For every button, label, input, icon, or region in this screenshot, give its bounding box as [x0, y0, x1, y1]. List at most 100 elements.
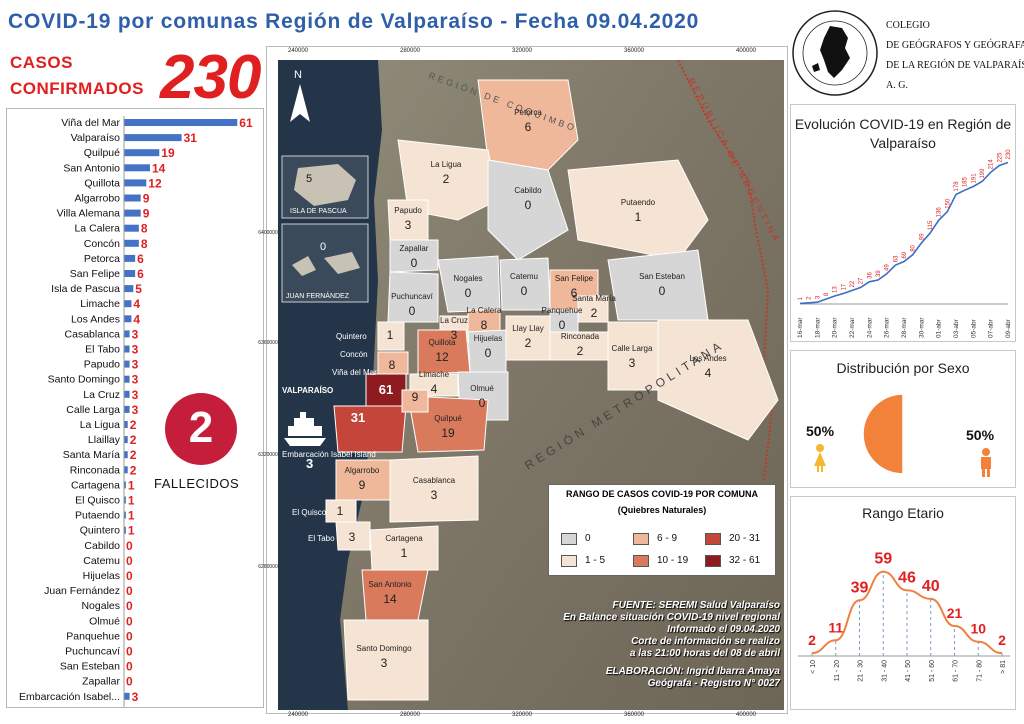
bar-category-label: Algarrobo	[74, 193, 120, 205]
organization-seal	[792, 10, 878, 96]
source-line3: Informado el 09.04.2020	[667, 624, 780, 635]
evo-data-label: 225	[997, 152, 1003, 163]
inset-fernandez-name: JUAN FERNÁNDEZ	[286, 291, 350, 300]
bar-value-label: 31	[184, 131, 198, 145]
age-x-tick-label: 51 - 60	[929, 660, 936, 682]
bar-category-label: Olmué	[89, 615, 120, 627]
evo-data-label: 150	[945, 198, 951, 209]
legend-class-label: 6 - 9	[657, 533, 678, 544]
evo-x-tick-label: 09-abr	[1005, 318, 1012, 338]
legend-swatch	[633, 555, 649, 567]
confirmed-label-line2: CONFIRMADOS	[10, 79, 144, 98]
bar-category-label: La Ligua	[80, 419, 120, 431]
deaths-label: FALLECIDOS	[154, 476, 240, 491]
evo-data-label: 2	[807, 296, 813, 300]
evo-x-tick-label: 01-abr	[936, 318, 943, 338]
inset-juan-fernandez: 0 JUAN FERNÁNDEZ	[281, 223, 369, 303]
bar-category-label: Panquehue	[66, 630, 120, 642]
bar-category-label: San Antonio	[63, 162, 120, 174]
evolution-title: Evolución COVID-19 en Región de Valparaí…	[794, 116, 1012, 151]
bar	[124, 239, 139, 247]
comuna-quillota	[417, 329, 471, 375]
legend-title: RANGO DE CASOS COVID-19 POR COMUNA	[565, 489, 759, 499]
bar-category-label: Concón	[84, 238, 120, 250]
age-data-label: 11	[828, 619, 843, 635]
comuna-petorca	[477, 79, 579, 171]
bar-value-label: 6	[137, 267, 144, 281]
evo-data-label: 199	[980, 168, 986, 179]
comuna-cabildo	[487, 159, 569, 261]
bar-category-label: La Cruz	[83, 389, 120, 401]
evo-data-label: 214	[989, 159, 995, 170]
legend-class-label: 0	[585, 533, 591, 544]
bar-category-label: Casablanca	[65, 328, 121, 340]
bar-category-label: El Tabo	[85, 344, 120, 356]
comuna-villa-alemana	[401, 389, 429, 413]
bar	[124, 345, 130, 353]
bar-category-label: Santo Domingo	[48, 374, 121, 386]
bar-category-label: Putaendo	[75, 510, 120, 522]
bar-category-label: Hijuelas	[83, 570, 120, 582]
evo-x-tick-label: 07-abr	[988, 318, 995, 338]
evo-x-tick-label: 28-mar	[901, 317, 908, 338]
evo-data-label: 69	[902, 251, 908, 258]
comuna-putaendo	[567, 159, 709, 261]
bar-value-label: 0	[126, 539, 133, 553]
evo-data-label: 1	[798, 296, 804, 300]
svg-text:N: N	[294, 69, 302, 81]
bar-value-label: 14	[152, 161, 166, 175]
source-line5: a las 21:00 horas del 08 de abril	[629, 648, 780, 659]
evo-data-label: 178	[954, 181, 960, 192]
evo-data-label: 13	[833, 286, 839, 293]
inset-fernandez-value: 0	[320, 241, 326, 253]
bar	[124, 270, 136, 277]
bar-value-label: 0	[126, 629, 133, 643]
source-line7: Geógrafa - Registro N° 0027	[647, 678, 780, 689]
bar	[124, 436, 128, 444]
comuna-llay-llay	[505, 315, 551, 361]
evo-x-tick-label: 16-mar	[797, 317, 804, 338]
bar	[124, 254, 136, 262]
age-data-label: 46	[898, 569, 916, 586]
bar	[124, 526, 126, 534]
age-x-tick-label: 71 - 80	[976, 660, 983, 682]
map-frame	[266, 46, 788, 714]
legend-class-label: 10 - 19	[657, 555, 689, 566]
bar-value-label: 0	[126, 660, 133, 674]
comuna-rinconada	[549, 331, 609, 361]
organization-line1: COLEGIO	[886, 20, 930, 31]
legend-class-label: 20 - 31	[729, 533, 761, 544]
comuna-quintero	[377, 321, 405, 351]
legend-swatch	[705, 555, 721, 567]
evo-x-tick-label: 05-abr	[970, 318, 977, 338]
comuna-nogales	[437, 255, 501, 313]
bar	[124, 405, 130, 413]
evolution-panel: Evolución COVID-19 en Región de Valparaí…	[790, 104, 1016, 342]
bar-value-label: 4	[133, 312, 140, 326]
bar-value-label: 2	[130, 463, 137, 477]
bar-value-label: 3	[132, 327, 139, 341]
evo-data-label: 99	[919, 233, 925, 240]
bar-category-label: Cartagena	[71, 479, 120, 491]
ship-icon	[284, 412, 326, 446]
bar-value-label: 4	[133, 297, 140, 311]
organization-line4: A. G.	[886, 80, 908, 91]
bar	[124, 194, 141, 202]
bar-value-label: 9	[143, 207, 150, 221]
bar-category-label: Papudo	[84, 359, 120, 371]
comuna-casablanca	[389, 455, 479, 523]
age-title: Rango Etario	[862, 505, 944, 521]
comuna-panquehue	[549, 309, 579, 333]
comuna-santo-domingo	[343, 619, 429, 701]
confirmed-label: CASOS CONFIRMADOS	[10, 50, 144, 102]
bar-category-label: Viña del Mar	[61, 117, 120, 129]
argentina-border	[677, 60, 774, 481]
comuna-vina	[365, 373, 407, 407]
evo-data-label: 39	[876, 270, 882, 277]
pie-slice	[862, 393, 904, 475]
confirmed-label-line1: CASOS	[10, 53, 73, 72]
age-data-label: 2	[808, 632, 816, 648]
bar-value-label: 3	[132, 388, 139, 402]
map-legend: RANGO DE CASOS COVID-19 POR COMUNA (Quie…	[548, 484, 776, 576]
